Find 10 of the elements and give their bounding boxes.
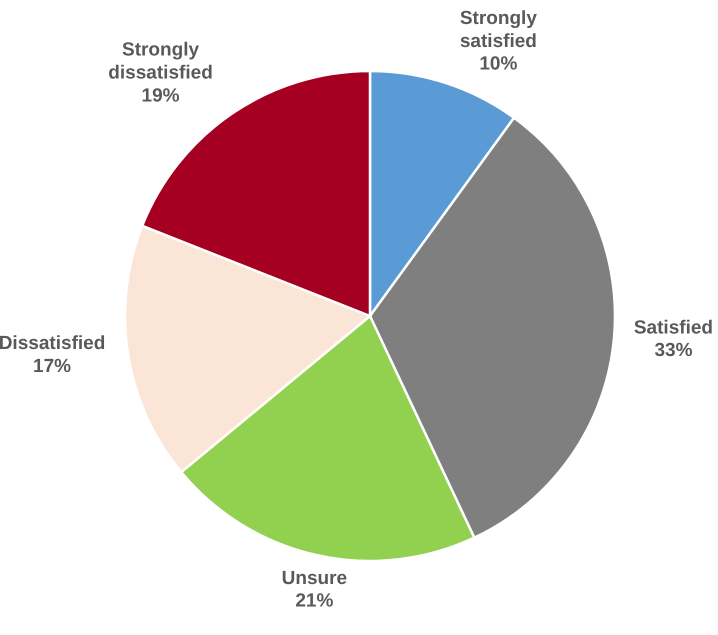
data-label: 21% — [295, 590, 334, 612]
slice-label: Unsure — [282, 568, 348, 589]
data-label: 19% — [142, 85, 180, 106]
data-label: 17% — [33, 356, 72, 378]
slice-label: Strongly satisfied — [460, 8, 538, 52]
slice-label: Strongly dissatisfied — [108, 40, 213, 84]
data-label: 10% — [479, 54, 518, 75]
slice-label: Dissatisfied — [0, 333, 106, 354]
data-label: 33% — [654, 340, 693, 362]
slice-label: Satisfied — [634, 317, 714, 338]
